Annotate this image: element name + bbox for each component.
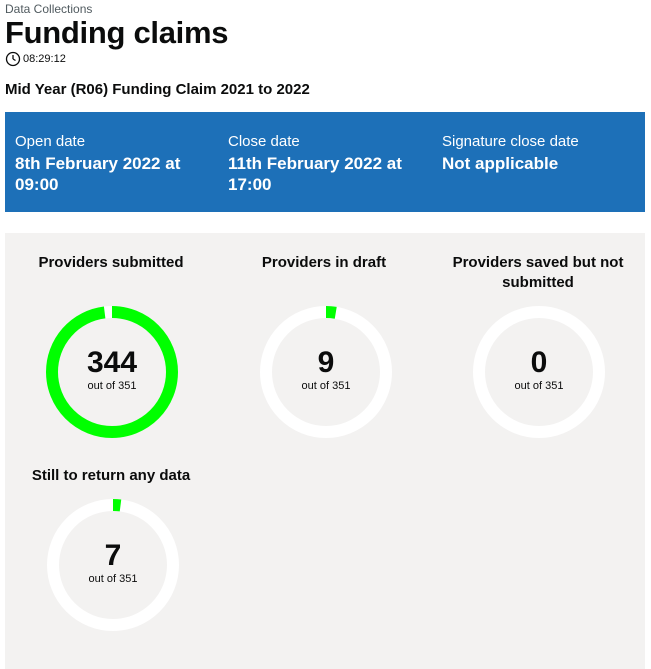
- donut-total: out of 351: [301, 380, 351, 392]
- donut-value: 7: [104, 539, 122, 572]
- stat-providers-submitted: Providers submitted: [5, 253, 217, 293]
- donut-progress-arc: [260, 306, 392, 438]
- open-date-value: 8th February 2022 at 09:00: [15, 154, 181, 194]
- last-updated: 08:29:12: [5, 51, 66, 67]
- donut-ring: [260, 306, 392, 438]
- open-date-label: Open date: [15, 133, 86, 150]
- stat-still-to-return: Still to return any data: [5, 466, 217, 506]
- donut-progress-arc: [47, 499, 179, 631]
- close-date-label: Close date: [228, 133, 300, 150]
- donut-value: 9: [317, 346, 335, 379]
- stat-providers-in-draft: Providers in draft: [218, 253, 430, 293]
- page-title: Funding claims: [5, 15, 229, 50]
- collection-subtitle: Mid Year (R06) Funding Claim 2021 to 202…: [5, 81, 310, 98]
- donut-providers-submitted: 344 out of 351: [46, 306, 178, 438]
- donut-value: 344: [86, 346, 138, 379]
- donut-value: 0: [530, 346, 548, 379]
- donut-total: out of 351: [88, 573, 138, 585]
- donut-providers-saved-not-submitted: 0 out of 351: [473, 306, 605, 438]
- signature-close-date-value: Not applicable: [442, 154, 559, 173]
- stat-label: Providers in draft: [261, 254, 387, 271]
- breadcrumb-caption: Data Collections: [5, 2, 93, 16]
- donut-ring: [46, 306, 178, 438]
- donut-total: out of 351: [87, 380, 137, 392]
- stat-label: Providers submitted: [38, 254, 184, 271]
- donut-progress-arc: [46, 306, 178, 438]
- stat-label: Still to return any data: [31, 467, 191, 484]
- donut-total: out of 351: [514, 380, 564, 392]
- close-date: Close date 11th February 2022 at 17:00: [228, 133, 428, 195]
- stat-providers-saved-not-submitted: Providers saved but not submitted: [432, 253, 644, 293]
- stats-panel: Providers submitted 344 out of 351 Provi…: [5, 233, 645, 669]
- signature-close-date-label: Signature close date: [442, 133, 579, 150]
- close-date-value: 11th February 2022 at 17:00: [228, 154, 402, 194]
- donut-providers-in-draft: 9 out of 351: [260, 306, 392, 438]
- last-updated-time: 08:29:12: [23, 53, 66, 65]
- clock-icon: [5, 51, 21, 67]
- donut-ring: [473, 306, 605, 438]
- signature-close-date: Signature close date Not applicable: [442, 133, 642, 174]
- open-date: Open date 8th February 2022 at 09:00: [15, 133, 215, 195]
- dates-banner: Open date 8th February 2022 at 09:00 Clo…: [5, 112, 645, 212]
- donut-ring: [47, 499, 179, 631]
- stat-label: Providers saved but not submitted: [452, 254, 624, 291]
- donut-still-to-return: 7 out of 351: [47, 499, 179, 631]
- donut-track: [473, 306, 605, 438]
